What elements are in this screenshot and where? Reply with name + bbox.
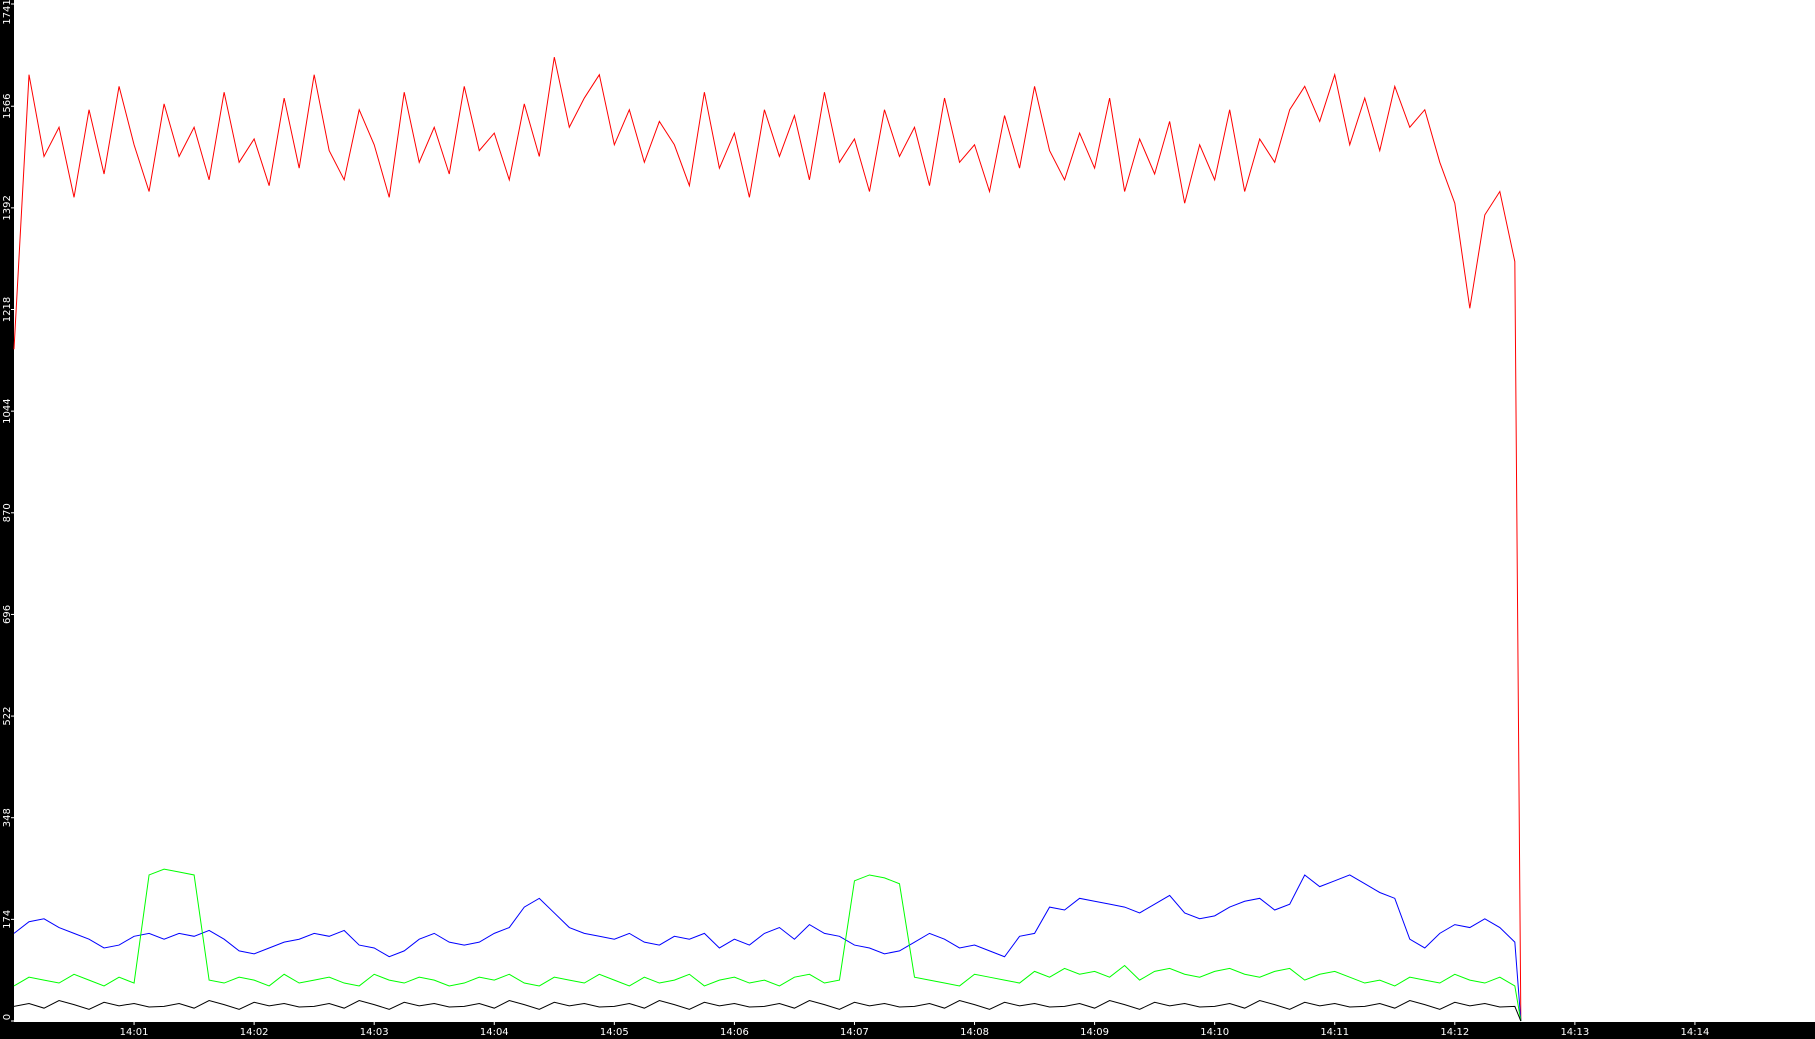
- y-axis-strip: [0, 0, 14, 1039]
- x-tick-label: 14:10: [1200, 1027, 1229, 1038]
- x-tick-label: 14:05: [600, 1027, 629, 1038]
- x-tick-label: 14:07: [840, 1027, 869, 1038]
- y-tick-label: 696: [2, 605, 13, 624]
- y-tick-label: 522: [2, 707, 13, 726]
- series-line: [13, 874, 1522, 1022]
- y-tick-label: 1741: [2, 0, 13, 25]
- x-tick-label: 14:11: [1320, 1027, 1349, 1038]
- x-tick-label: 14:03: [360, 1027, 389, 1038]
- y-tick-label: 0: [2, 1014, 13, 1020]
- x-tick-label: 14:13: [1560, 1027, 1589, 1038]
- x-tick-label: 14:01: [120, 1027, 149, 1038]
- y-tick-label: 348: [2, 808, 13, 827]
- y-tick-label: 174: [2, 910, 13, 929]
- x-tick-label: 14:06: [720, 1027, 749, 1038]
- series-line: [13, 57, 1522, 1022]
- x-tick-label: 14:04: [480, 1027, 509, 1038]
- y-tick-label: 1044: [2, 398, 13, 423]
- y-tick-label: 870: [2, 503, 13, 522]
- x-tick-label: 14:12: [1440, 1027, 1469, 1038]
- series-line: [13, 868, 1522, 1022]
- x-tick-label: 14:02: [240, 1027, 269, 1038]
- y-tick-label: 1392: [2, 195, 13, 220]
- series-line: [13, 1000, 1522, 1022]
- x-tick-label: 14:09: [1080, 1027, 1109, 1038]
- x-tick-label: 14:14: [1681, 1027, 1710, 1038]
- y-tick-label: 1218: [2, 297, 13, 322]
- y-tick-label: 1566: [2, 93, 13, 118]
- x-tick-label: 14:08: [960, 1027, 989, 1038]
- x-axis-strip: [0, 1022, 1815, 1039]
